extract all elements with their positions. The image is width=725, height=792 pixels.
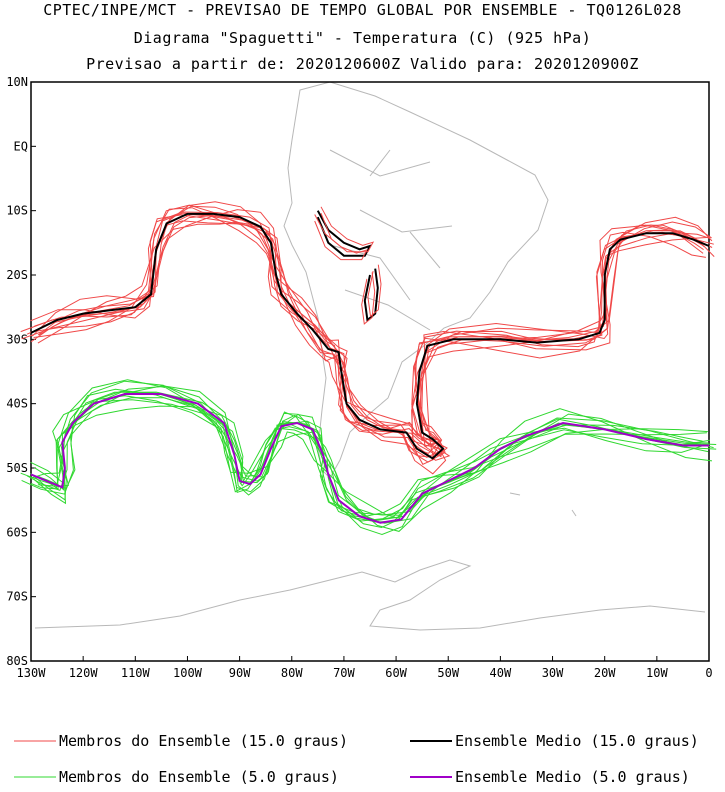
y-tick-label: 60S <box>6 525 28 539</box>
x-tick-label: 80W <box>281 666 303 680</box>
chart-date-line: Previsao a partir de: 2020120600Z Valido… <box>86 55 639 73</box>
x-tick-label: 20W <box>594 666 616 680</box>
x-tick-label: 50W <box>437 666 459 680</box>
ensemble-member-line <box>30 385 708 536</box>
ensemble-member-line <box>21 214 713 455</box>
country-borders <box>329 149 453 331</box>
ensemble-member-line <box>38 392 717 521</box>
ensemble-member-line <box>26 212 708 457</box>
ensemble-member-line <box>32 405 713 532</box>
x-tick-label: 120W <box>69 666 99 680</box>
x-tick-label: 70W <box>333 666 355 680</box>
legend: Membros do Ensemble (15.0 graus) Ensemble… <box>14 732 699 786</box>
ensemble-member-line <box>37 397 717 523</box>
ensemble-member-line <box>33 379 708 518</box>
y-tick-label: EQ <box>14 139 28 153</box>
x-tick-label: 130W <box>17 666 47 680</box>
closed-contour-line <box>363 268 379 322</box>
x-tick-label: 0 <box>705 666 712 680</box>
ensemble-member-line <box>20 211 714 458</box>
closed-contour-line <box>314 214 368 261</box>
closed-contour-line <box>367 264 382 318</box>
ensemble-member-line <box>37 399 709 519</box>
y-tick-label: 50S <box>6 461 28 475</box>
closed-contour-line <box>361 272 376 325</box>
x-tick-label: 90W <box>229 666 251 680</box>
y-tick-label: 80S <box>6 654 28 668</box>
ensemble-member-line <box>30 380 707 522</box>
legend-label: Ensemble Medio (5.0 graus) <box>455 768 690 786</box>
series-layer <box>20 201 717 536</box>
x-tick-label: 40W <box>490 666 512 680</box>
y-tick-label: 20S <box>6 268 28 282</box>
x-tick-label: 30W <box>542 666 564 680</box>
ensemble-member-line <box>20 391 701 524</box>
ensemble-member-line <box>31 209 706 475</box>
x-tick-label: 110W <box>121 666 151 680</box>
y-tick-label: 40S <box>6 397 28 411</box>
ensemble-member-line <box>37 221 715 465</box>
south-georgia <box>509 492 577 517</box>
y-tick-label: 70S <box>6 590 28 604</box>
antarctica-outline <box>34 559 706 631</box>
chart-title: CPTEC/INPE/MCT - PREVISAO DE TEMPO GLOBA… <box>43 1 682 19</box>
legend-label: Membros do Ensemble (15.0 graus) <box>59 732 348 750</box>
x-tick-label: 60W <box>385 666 407 680</box>
y-tick-label: 10S <box>6 204 28 218</box>
ensemble-mean-line <box>30 212 710 460</box>
y-tick-label: 30S <box>6 332 28 346</box>
ensemble-member-line <box>30 220 704 461</box>
axis-ticks: 130W 120W 110W 100W 90W 80W 70W 60W 50W 40W 30W 20W… <box>6 75 712 680</box>
closed-contour-line <box>316 210 373 257</box>
ensemble-mean-line <box>30 393 709 524</box>
y-tick-label: 10N <box>6 75 28 89</box>
chart-subtitle: Diagrama "Spaguetti" - Temperatura (C) (… <box>133 29 592 47</box>
legend-label: Membros do Ensemble (5.0 graus) <box>59 768 339 786</box>
legend-label: Ensemble Medio (15.0 graus) <box>455 732 699 750</box>
x-tick-label: 10W <box>646 666 668 680</box>
ensemble-member-line <box>30 395 714 516</box>
ensemble-member-line <box>30 204 712 447</box>
x-tick-label: 100W <box>173 666 203 680</box>
base-map <box>34 81 706 631</box>
ensemble-member-line <box>21 388 703 516</box>
ensemble-member-line <box>26 390 709 521</box>
plot-frame <box>30 81 710 662</box>
